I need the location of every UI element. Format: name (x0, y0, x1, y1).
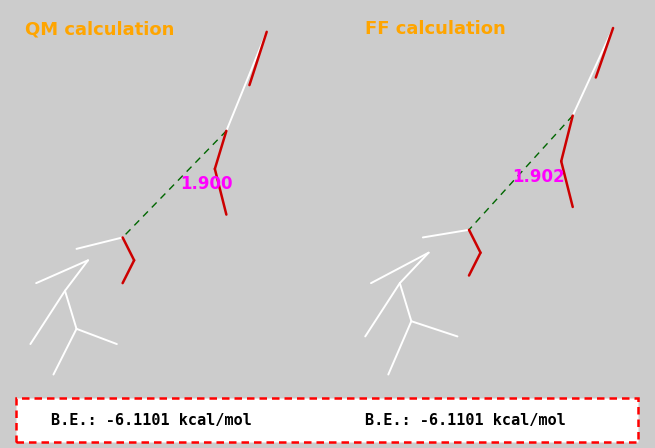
Text: 1.902: 1.902 (512, 168, 565, 185)
Text: 1.900: 1.900 (180, 175, 233, 193)
Text: FF calculation: FF calculation (365, 21, 506, 39)
Text: B.E.: -6.1101 kcal/mol: B.E.: -6.1101 kcal/mol (51, 413, 252, 427)
FancyBboxPatch shape (16, 398, 638, 442)
Text: QM calculation: QM calculation (25, 21, 174, 39)
Text: B.E.: -6.1101 kcal/mol: B.E.: -6.1101 kcal/mol (365, 413, 566, 427)
